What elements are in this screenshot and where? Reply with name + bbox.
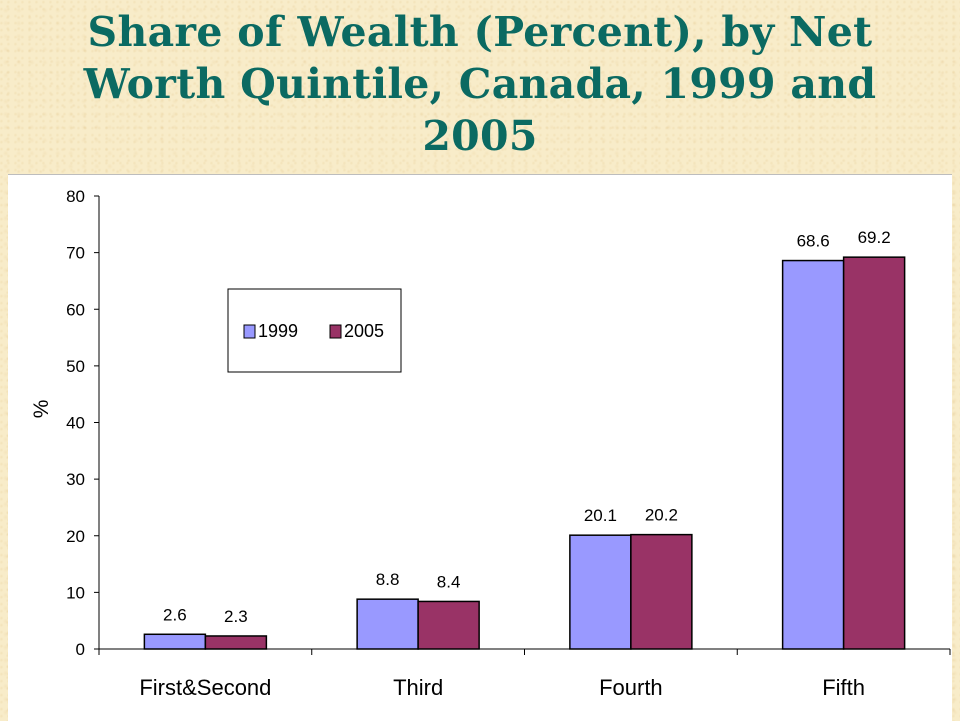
data-label: 8.4 — [437, 572, 461, 591]
bar-1999-1 — [356, 598, 419, 650]
bar-1999-2 — [569, 534, 632, 650]
y-tick-label: 30 — [66, 470, 85, 489]
chart-panel: 0 10 20 30 40 50 60 70 80% 2.6 2.3 First&Second 8.8 8… — [8, 174, 952, 721]
slide-title: Share of Wealth (Percent), by Net Worth … — [0, 0, 960, 168]
bar-2005-2 — [630, 533, 693, 650]
y-tick-label: 50 — [66, 357, 85, 376]
bar-1999-0 — [143, 633, 207, 650]
bar-chart: 0 10 20 30 40 50 60 70 80% 2.6 2.3 First&Second 8.8 8… — [30, 187, 951, 700]
x-category-label: First&Second — [139, 675, 271, 700]
legend-label-2005: 2005 — [344, 321, 384, 341]
data-label: 20.1 — [584, 506, 617, 525]
y-tick-label: 60 — [66, 300, 85, 319]
bar-1999-3 — [781, 259, 845, 650]
y-axis-title: % — [30, 400, 53, 419]
y-tick-label: 10 — [66, 583, 85, 602]
y-tick-label: 0 — [76, 640, 85, 659]
slide-title-text: Share of Wealth (Percent), by Net Worth … — [83, 8, 877, 160]
legend-box — [227, 288, 402, 373]
x-category-label: Fourth — [599, 675, 663, 700]
y-tick-label: 80 — [66, 187, 85, 206]
x-category-label: Fifth — [822, 675, 865, 700]
legend-swatch-2005 — [329, 324, 342, 339]
y-tick-label: 20 — [66, 527, 85, 546]
data-label: 69.2 — [858, 228, 891, 247]
bar-2005-3 — [842, 256, 906, 650]
legend-label-1999: 1999 — [258, 321, 298, 341]
bar-2005-1 — [417, 600, 480, 650]
y-tick-label: 40 — [66, 414, 85, 433]
data-label: 8.8 — [376, 570, 400, 589]
data-label: 20.2 — [645, 506, 678, 525]
data-label: 68.6 — [797, 232, 830, 251]
legend-swatch-1999 — [243, 324, 256, 339]
data-label: 2.6 — [163, 605, 187, 624]
bar-2005-0 — [204, 635, 268, 650]
data-label: 2.3 — [224, 607, 248, 626]
x-category-label: Third — [393, 675, 443, 700]
y-tick-label: 70 — [66, 244, 85, 263]
